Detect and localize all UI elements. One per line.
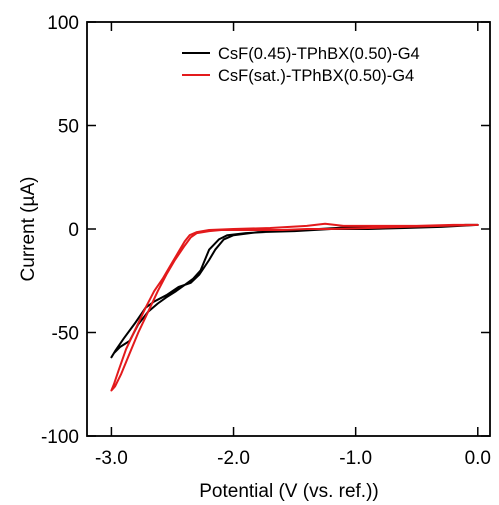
y-tick-label: 0 [68,220,79,241]
x-tick-label: 0.0 [465,448,491,469]
series-line-2 [110,222,479,392]
y-tick-label: -50 [52,324,79,345]
x-tick-label: -3.0 [95,448,128,469]
series-line-1 [110,223,479,359]
x-axis-title: Potential (V (vs. ref.)) [199,481,379,502]
legend-label-series-1: CsF(0.45)-TPhBX(0.50)-G4 [218,45,420,63]
y-tick-label: 100 [47,13,79,34]
series-layer [110,222,479,392]
x-tick-label: -1.0 [339,448,372,469]
y-axis-title: Current (µA) [18,177,39,282]
legend: CsF(0.45)-TPhBX(0.50)-G4 CsF(sat.)-TPhBX… [182,45,420,85]
axis-ticks [87,21,490,437]
y-tick-label: 50 [58,117,79,138]
x-tick-label: -2.0 [217,448,250,469]
y-tick-label: -100 [41,427,79,448]
tick-labels: -3.0 -2.0 -1.0 0.0 100 50 0 -50 -100 [41,13,491,469]
legend-label-series-2: CsF(sat.)-TPhBX(0.50)-G4 [218,67,414,85]
